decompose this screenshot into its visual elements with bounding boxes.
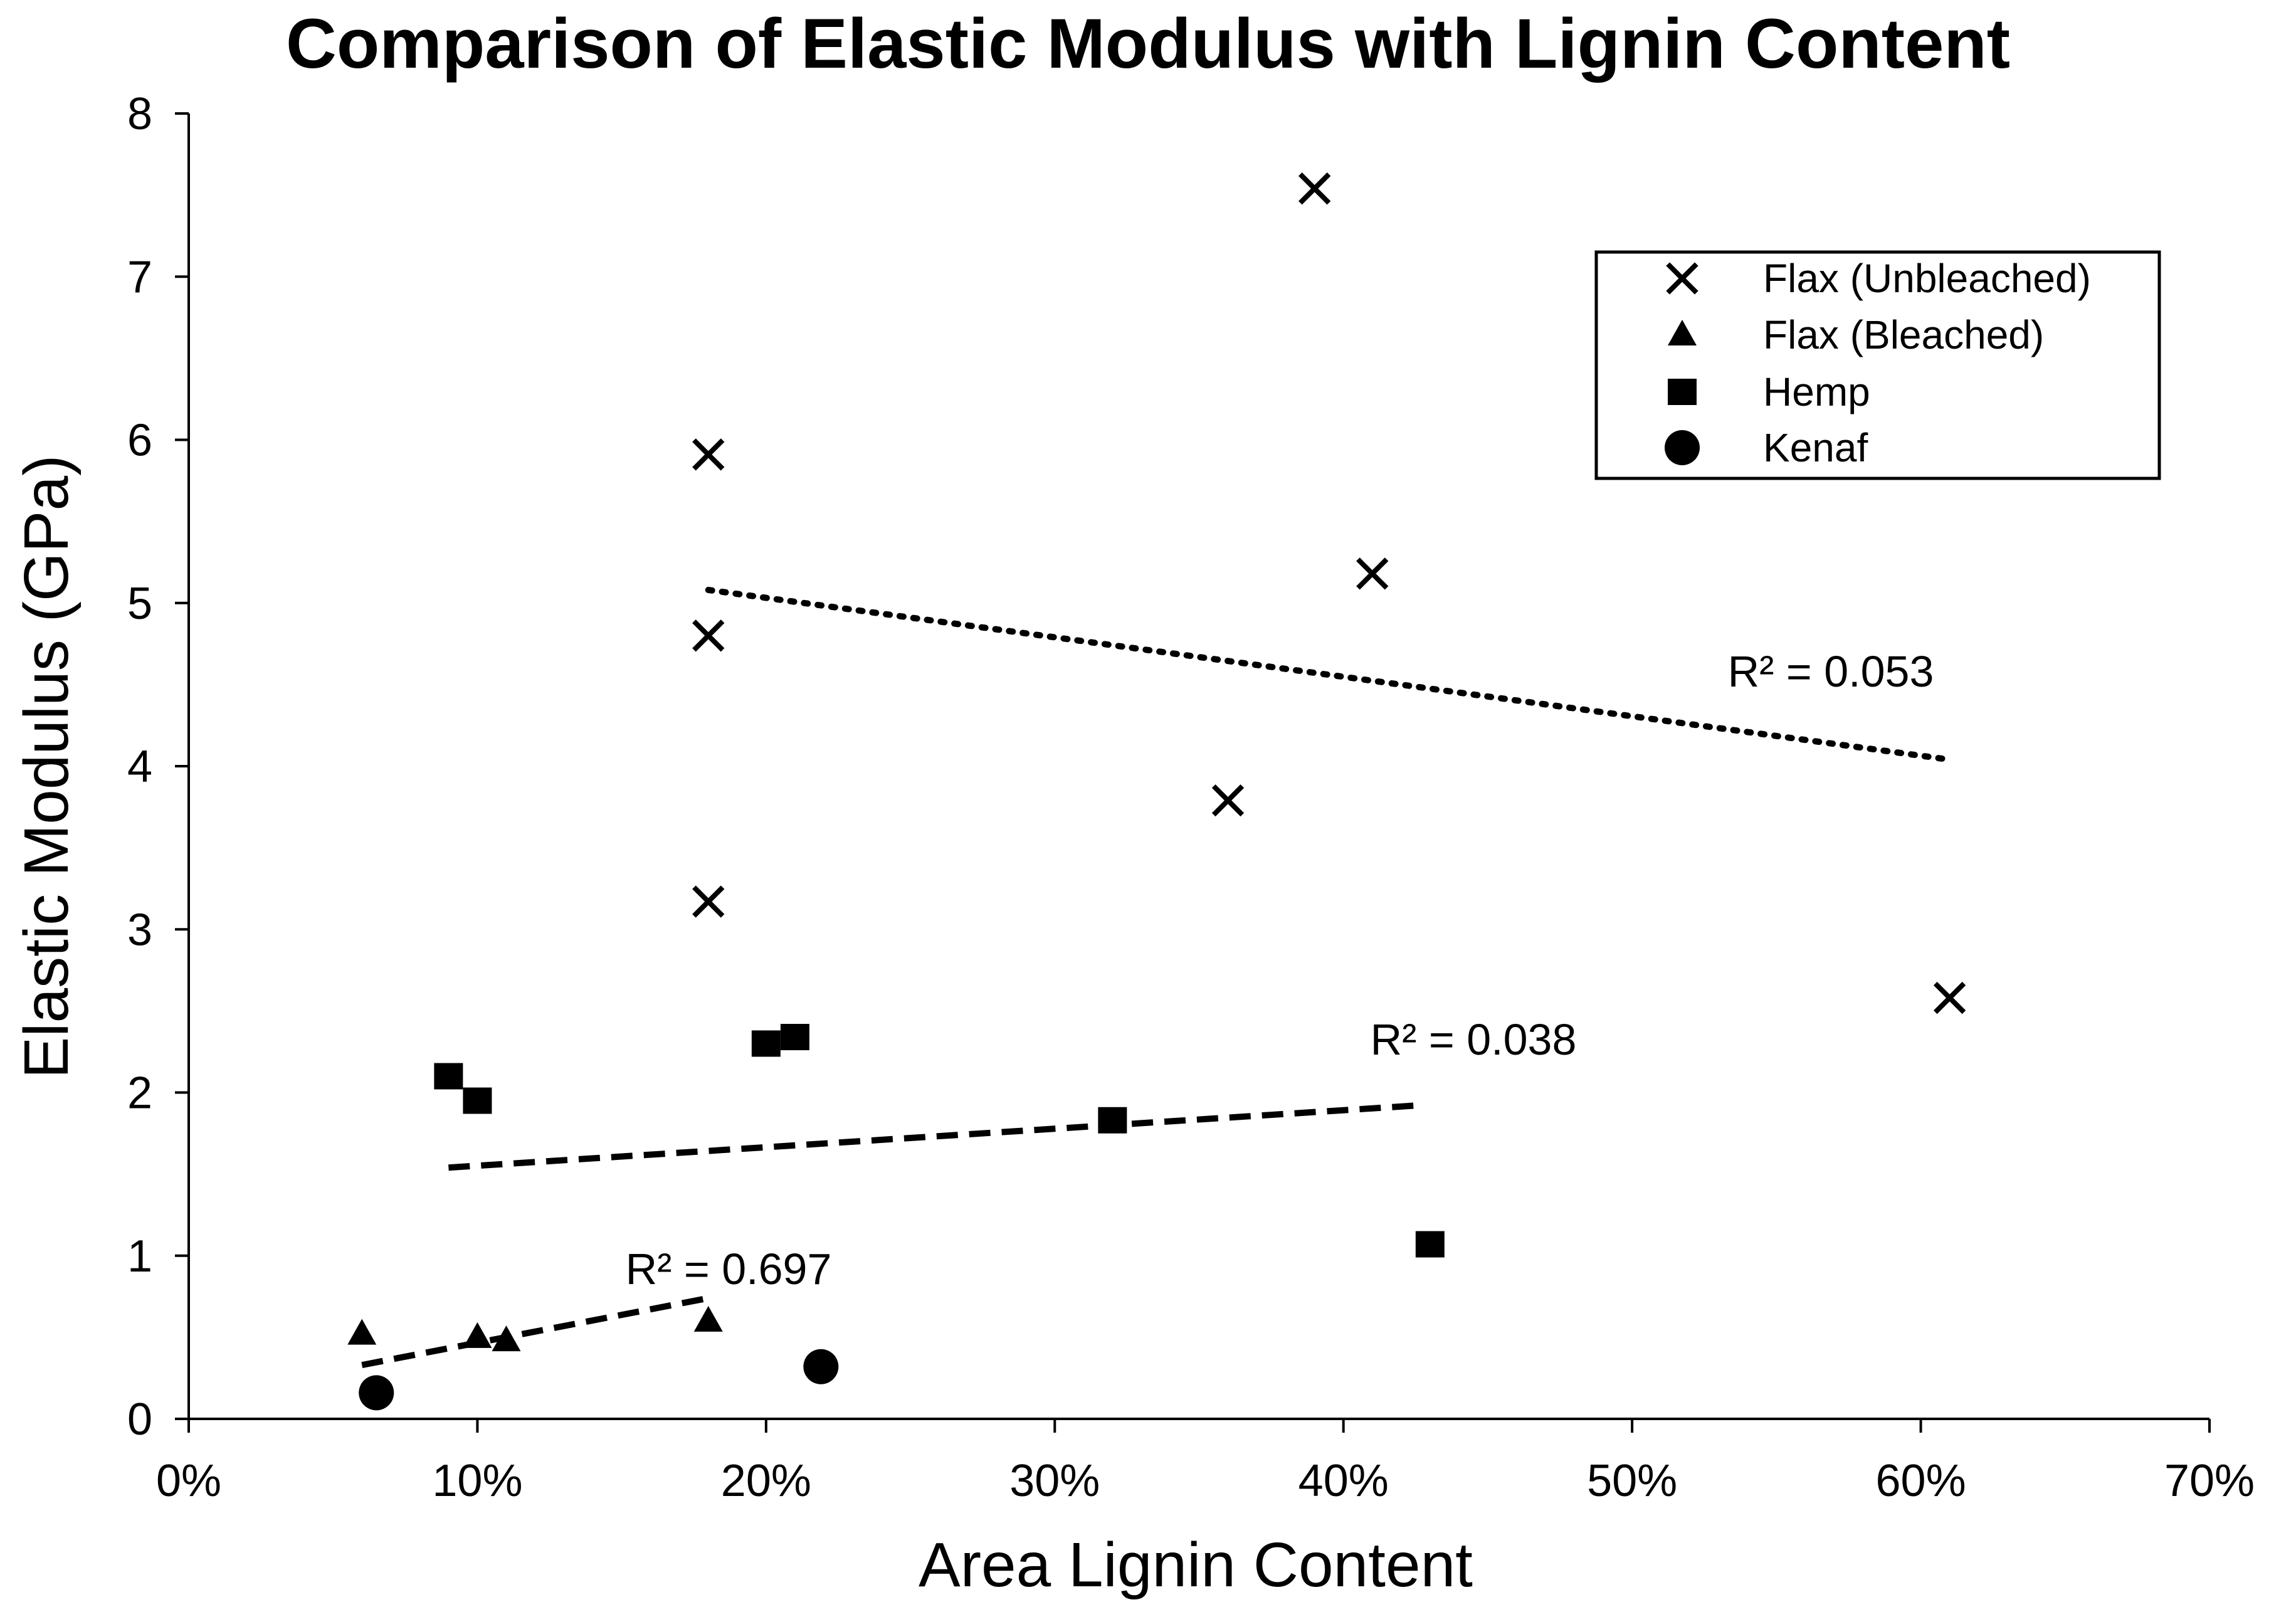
point-flax-unbleached — [1933, 981, 1966, 1014]
trendline-flax-unbleached — [705, 586, 1953, 763]
x-axis-label: Area Lignin Content — [919, 1530, 1473, 1600]
trendline-flax-bleached — [361, 1295, 709, 1369]
y-tick-label: 5 — [127, 579, 152, 629]
y-tick-label: 6 — [127, 416, 152, 466]
point-kenaf — [803, 1349, 839, 1384]
legend-marker-flax-bleached — [1668, 320, 1697, 345]
point-flax-bleached — [463, 1322, 492, 1348]
point-hemp — [434, 1063, 463, 1090]
y-tick-label: 2 — [127, 1068, 152, 1119]
point-hemp — [463, 1087, 492, 1114]
point-flax-unbleached — [1211, 784, 1245, 817]
axes: 0% 10% 20% 30% 40% 50% 60% 70% 0 1 2 3 4 5 6 7 8 — [127, 89, 2255, 1506]
point-flax-bleached — [693, 1305, 723, 1332]
r2-label-flax-bleached: R² = 0.697 — [626, 1245, 832, 1293]
r2-labels: R² = 0.053 R² = 0.697 R² = 0.038 — [626, 647, 1934, 1293]
x-tick-label: 50% — [1587, 1456, 1677, 1506]
trendlines — [361, 586, 1953, 1369]
trendline-hemp — [448, 1102, 1416, 1171]
point-flax-unbleached — [692, 438, 725, 471]
point-hemp — [1098, 1107, 1127, 1134]
legend-marker-hemp — [1668, 379, 1697, 405]
y-axis-label: Elastic Modulus (GPa) — [11, 455, 82, 1079]
point-flax-unbleached — [692, 619, 725, 652]
y-tick-label: 8 — [127, 89, 152, 139]
point-flax-bleached — [492, 1325, 521, 1352]
r2-label-hemp: R² = 0.038 — [1371, 1015, 1577, 1064]
point-flax-unbleached — [1298, 172, 1331, 205]
point-flax-bleached — [347, 1319, 377, 1345]
legend: Flax (Unbleached) Flax (Bleached) Hemp Kena… — [1594, 250, 2161, 480]
legend-entry-kenaf: Kenaf — [1763, 425, 1868, 470]
legend-entry-hemp: Hemp — [1763, 369, 1870, 414]
point-flax-unbleached — [692, 885, 725, 918]
point-kenaf — [359, 1375, 394, 1411]
x-tick-label: 0% — [156, 1456, 221, 1506]
point-hemp — [1415, 1231, 1445, 1258]
y-tick-label: 0 — [127, 1394, 152, 1445]
x-tick-label: 60% — [1876, 1456, 1966, 1506]
point-hemp — [751, 1030, 781, 1057]
y-tick-label: 4 — [127, 742, 152, 792]
x-tick-label: 10% — [432, 1456, 522, 1506]
legend-marker-flax-unbleached — [1666, 262, 1698, 295]
y-tick-label: 7 — [127, 252, 152, 302]
legend-entry-flax-unbleached: Flax (Unbleached) — [1763, 256, 2091, 301]
x-tick-label: 20% — [721, 1456, 811, 1506]
x-tick-label: 30% — [1009, 1456, 1100, 1506]
x-tick-label: 70% — [2164, 1456, 2255, 1506]
r2-label-flax-unbleached: R² = 0.053 — [1728, 647, 1934, 696]
legend-entry-flax-bleached: Flax (Bleached) — [1763, 312, 2044, 357]
y-tick-label: 1 — [127, 1231, 152, 1282]
point-hemp — [780, 1024, 809, 1051]
data-points — [347, 172, 1966, 1411]
legend-marker-kenaf — [1665, 430, 1700, 465]
chart-title: Comparison of Elastic Modulus with Ligni… — [286, 4, 2010, 83]
point-flax-unbleached — [1356, 557, 1389, 590]
x-tick-label: 40% — [1298, 1456, 1389, 1506]
y-tick-label: 3 — [127, 905, 152, 955]
